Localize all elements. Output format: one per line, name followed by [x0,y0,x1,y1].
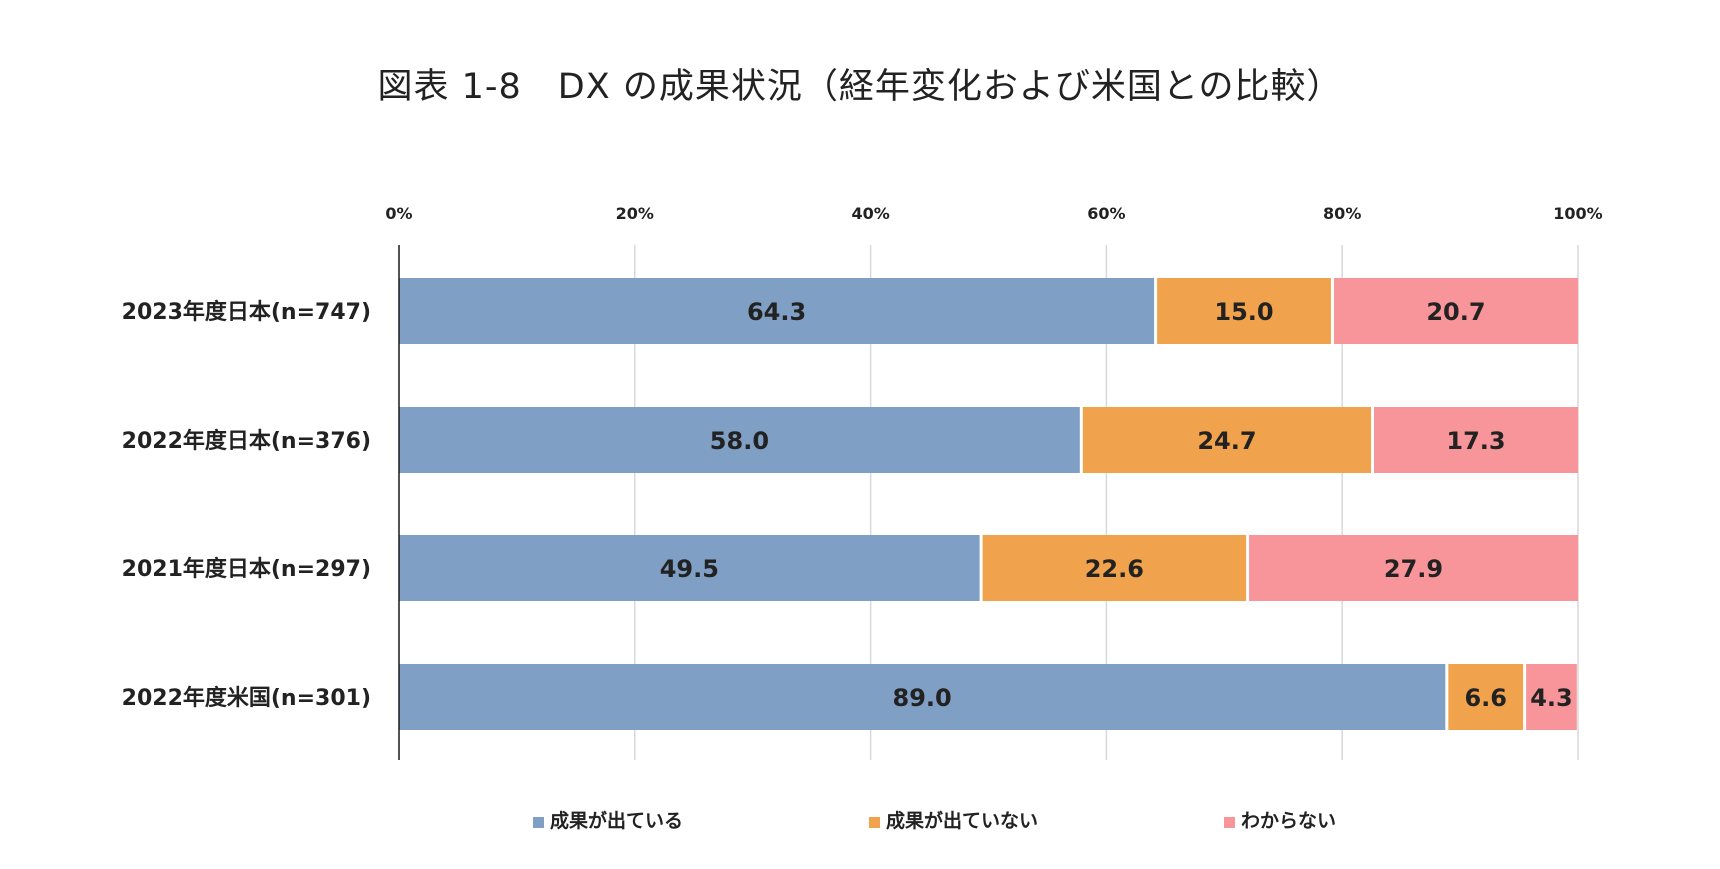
data-label: 64.3 [747,298,806,326]
bar-segment [1526,664,1577,730]
legend: 成果が出ている 成果が出ていない わからない [0,804,1720,834]
bar-segment [399,664,1446,730]
legend-item: わからない [1224,804,1336,834]
x-tick-label: 20% [616,204,654,223]
data-label: 20.7 [1426,298,1485,326]
legend-item: 成果が出ている [533,804,683,834]
chart-title: 図表 1-8 DX の成果状況（経年変化および米国との比較） [377,67,1343,107]
data-label: 4.3 [1530,684,1573,712]
data-label: 58.0 [710,427,769,455]
bar-segment [982,535,1247,601]
legend-label: 成果が出ている [550,809,684,832]
legend-item: 成果が出ていない [869,804,1038,834]
data-label: 6.6 [1464,684,1507,712]
category-label: 2023年度日本(n=747) [122,299,371,325]
x-tick-label: 100% [1553,204,1602,223]
data-labels: 64.3 15.0 20.7 58.0 24.7 17.3 49.5 22.6 27.9 89.0… [660,298,1573,712]
data-label: 27.9 [1384,555,1443,583]
bar-segment [1082,407,1372,473]
data-label: 15.0 [1214,298,1273,326]
data-label: 22.6 [1085,555,1144,583]
bar-segment [1157,278,1331,344]
category-labels: 2023年度日本(n=747) 2022年度日本(n=376) 2021年度日本(n… [122,299,371,711]
legend-label: 成果が出ていない [886,809,1039,832]
legend-swatch [533,816,544,828]
legend-swatch [1224,816,1235,828]
bar-segment [1333,278,1578,344]
legend-label: わからない [1241,809,1337,832]
bar-segment [1448,664,1524,730]
bar-segment [399,278,1155,344]
bars [399,278,1578,730]
data-label: 49.5 [660,555,719,583]
x-tick-label: 0% [385,204,412,223]
bar-segment [1249,535,1578,601]
x-tick-label: 60% [1087,204,1125,223]
data-label: 17.3 [1446,427,1505,455]
data-label: 89.0 [893,684,952,712]
bar-segment [1374,407,1578,473]
bar-segment [399,407,1080,473]
x-axis-ticks: 0% 20% 40% 60% 80% 100% [385,204,1602,223]
category-label: 2021年度日本(n=297) [122,556,371,582]
legend-swatch [869,816,880,828]
category-label: 2022年度米国(n=301) [122,685,371,711]
category-label: 2022年度日本(n=376) [122,428,371,454]
x-tick-label: 80% [1323,204,1361,223]
bar-segment [399,535,980,601]
data-label: 24.7 [1197,427,1256,455]
x-tick-label: 40% [851,204,889,223]
